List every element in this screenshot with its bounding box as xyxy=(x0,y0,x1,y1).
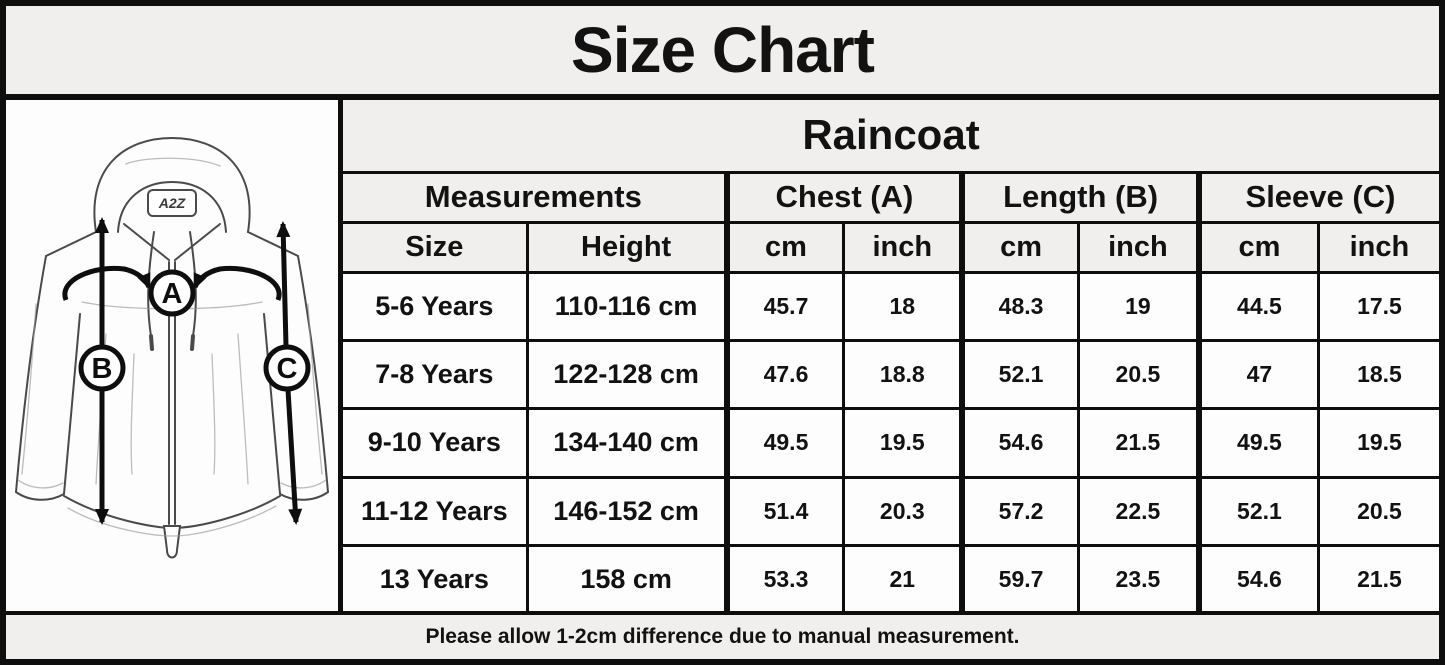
measurement-cell: 18.5 xyxy=(1316,338,1439,411)
chest-marker-a xyxy=(148,269,196,317)
size-cell: 9-10 Years xyxy=(343,407,529,479)
footer-bar: Please allow 1-2cm difference due to man… xyxy=(6,611,1439,659)
title-bar: Size Chart xyxy=(6,6,1439,100)
measurement-cell: 47.6 xyxy=(723,338,846,411)
group-header-row: Measurements Chest (A) Length (B) Sleeve… xyxy=(343,170,1439,224)
sub-header-sleeve-cm: cm xyxy=(1195,220,1320,274)
measurement-cell: 20.5 xyxy=(1316,475,1439,548)
measurement-cell: 20.3 xyxy=(842,475,964,548)
group-header-measurements: Measurements xyxy=(343,170,729,224)
size-cell: 11-12 Years xyxy=(343,475,529,548)
size-table-body: 5-6 Years 110-116 cm 45.7 18 48.3 19 44.5 17.5 7… xyxy=(343,270,1439,611)
brand-label: A2Z xyxy=(158,195,186,211)
measurement-cell: 19.5 xyxy=(842,407,964,479)
sub-header-length-inch: inch xyxy=(1076,220,1201,274)
content-area: A2Z A B C xyxy=(6,100,1439,611)
measurement-cell: 48.3 xyxy=(959,270,1080,342)
chest-arrow-right xyxy=(192,265,282,301)
group-header-length: Length (B) xyxy=(959,170,1201,224)
raincoat-diagram-panel: A2Z A B C xyxy=(6,100,343,611)
table-row: 9-10 Years 134-140 cm 49.5 19.5 54.6 21.5 49.5… xyxy=(343,407,1439,479)
measurement-cell: 49.5 xyxy=(1195,407,1320,479)
sleeve-marker-letter: C xyxy=(277,353,298,385)
height-cell: 134-140 cm xyxy=(525,407,729,479)
table-row: 5-6 Years 110-116 cm 45.7 18 48.3 19 44.5 17.5 xyxy=(343,270,1439,342)
sub-header-row: Size Height cm inch cm inch cm inch xyxy=(343,220,1439,274)
height-cell: 146-152 cm xyxy=(525,475,729,548)
height-cell: 158 cm xyxy=(525,544,729,611)
product-header-row: Raincoat xyxy=(343,100,1439,174)
size-cell: 13 Years xyxy=(343,544,529,611)
measurement-cell: 59.7 xyxy=(959,544,1080,611)
group-header-sleeve: Sleeve (C) xyxy=(1195,170,1439,224)
measurement-arrows: A B C xyxy=(62,217,311,525)
length-marker-letter: B xyxy=(92,353,113,385)
sub-header-size: Size xyxy=(343,220,529,274)
sleeve-marker-c xyxy=(263,344,311,392)
measurement-cell: 45.7 xyxy=(723,270,846,342)
size-cell: 7-8 Years xyxy=(343,338,529,411)
measurement-cell: 21.5 xyxy=(1316,544,1439,611)
size-table-panel: Raincoat Measurements Chest (A) Length (… xyxy=(343,100,1439,611)
measurement-cell: 21 xyxy=(842,544,964,611)
measurement-cell: 23.5 xyxy=(1076,544,1201,611)
measurement-cell: 18 xyxy=(842,270,964,342)
size-cell: 5-6 Years xyxy=(343,270,529,342)
measurement-cell: 54.6 xyxy=(959,407,1080,479)
sub-header-chest-inch: inch xyxy=(842,220,964,274)
table-row: 13 Years 158 cm 53.3 21 59.7 23.5 54.6 21.5 xyxy=(343,544,1439,611)
measurement-cell: 18.8 xyxy=(842,338,964,411)
raincoat-illustration: A2Z A B C xyxy=(15,136,329,559)
chest-marker-letter: A xyxy=(162,278,183,310)
size-table: Raincoat Measurements Chest (A) Length (… xyxy=(343,100,1439,611)
measurement-cell: 51.4 xyxy=(723,475,846,548)
measurement-cell: 52.1 xyxy=(1195,475,1320,548)
sub-header-chest-cm: cm xyxy=(723,220,846,274)
jacket-outline xyxy=(15,136,329,559)
sub-header-height: Height xyxy=(525,220,729,274)
measurement-cell: 19 xyxy=(1076,270,1201,342)
length-marker-b xyxy=(78,344,126,392)
sub-header-sleeve-inch: inch xyxy=(1316,220,1439,274)
group-header-chest: Chest (A) xyxy=(723,170,964,224)
height-cell: 122-128 cm xyxy=(525,338,729,411)
footer-note: Please allow 1-2cm difference due to man… xyxy=(425,625,1020,648)
page-title: Size Chart xyxy=(571,14,875,86)
sub-header-length-cm: cm xyxy=(959,220,1080,274)
measurement-cell: 47 xyxy=(1195,338,1320,411)
measurement-cell: 52.1 xyxy=(959,338,1080,411)
measurement-cell: 19.5 xyxy=(1316,407,1439,479)
height-cell: 110-116 cm xyxy=(525,270,729,342)
measurement-cell: 54.6 xyxy=(1195,544,1320,611)
measurement-cell: 21.5 xyxy=(1076,407,1201,479)
measurement-cell: 49.5 xyxy=(723,407,846,479)
sleeve-arrow-up xyxy=(276,221,291,347)
measurement-cell: 22.5 xyxy=(1076,475,1201,548)
measurement-cell: 53.3 xyxy=(723,544,846,611)
chest-arrow-left xyxy=(62,265,152,301)
measurement-cell: 17.5 xyxy=(1316,270,1439,342)
measurement-cell: 20.5 xyxy=(1076,338,1201,411)
product-title: Raincoat xyxy=(343,100,1439,174)
measurement-cell: 57.2 xyxy=(959,475,1080,548)
table-row: 7-8 Years 122-128 cm 47.6 18.8 52.1 20.5 47 18.… xyxy=(343,338,1439,411)
table-row: 11-12 Years 146-152 cm 51.4 20.3 57.2 22.5 52.… xyxy=(343,475,1439,548)
measurement-cell: 44.5 xyxy=(1195,270,1320,342)
sleeve-arrow-down xyxy=(285,389,303,525)
